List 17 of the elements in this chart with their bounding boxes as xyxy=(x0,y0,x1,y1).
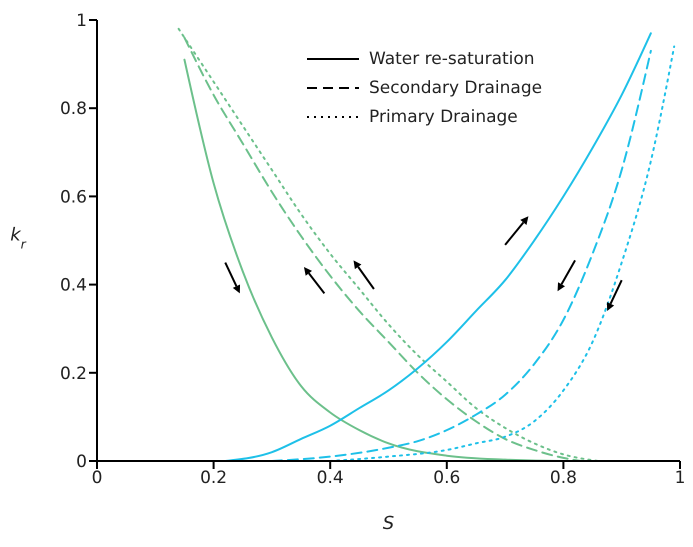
y-tick-label: 0.4 xyxy=(60,276,87,296)
x-axis-title: S xyxy=(382,513,394,534)
y-tick-label: 1 xyxy=(76,11,87,32)
annotation: Primary Drainage xyxy=(369,106,518,126)
y-tick-label: 0 xyxy=(76,452,87,472)
y-axis-title: k$_{r}$ xyxy=(10,224,27,251)
y-tick-label: 0.6 xyxy=(60,187,87,208)
x-tick-label: 0.8 xyxy=(550,468,577,488)
x-tick-label: 1 xyxy=(674,468,686,488)
annotation: Water re-saturation xyxy=(369,48,535,68)
y-tick-label: 0.2 xyxy=(60,364,87,384)
x-tick-label: 0 xyxy=(92,468,102,488)
y-tick-label: 0.8 xyxy=(60,99,87,120)
annotation: Secondary Drainage xyxy=(369,78,542,98)
x-tick-label: 0.4 xyxy=(316,468,344,488)
x-tick-label: 0.2 xyxy=(200,468,228,488)
x-tick-label: 0.6 xyxy=(433,468,460,488)
